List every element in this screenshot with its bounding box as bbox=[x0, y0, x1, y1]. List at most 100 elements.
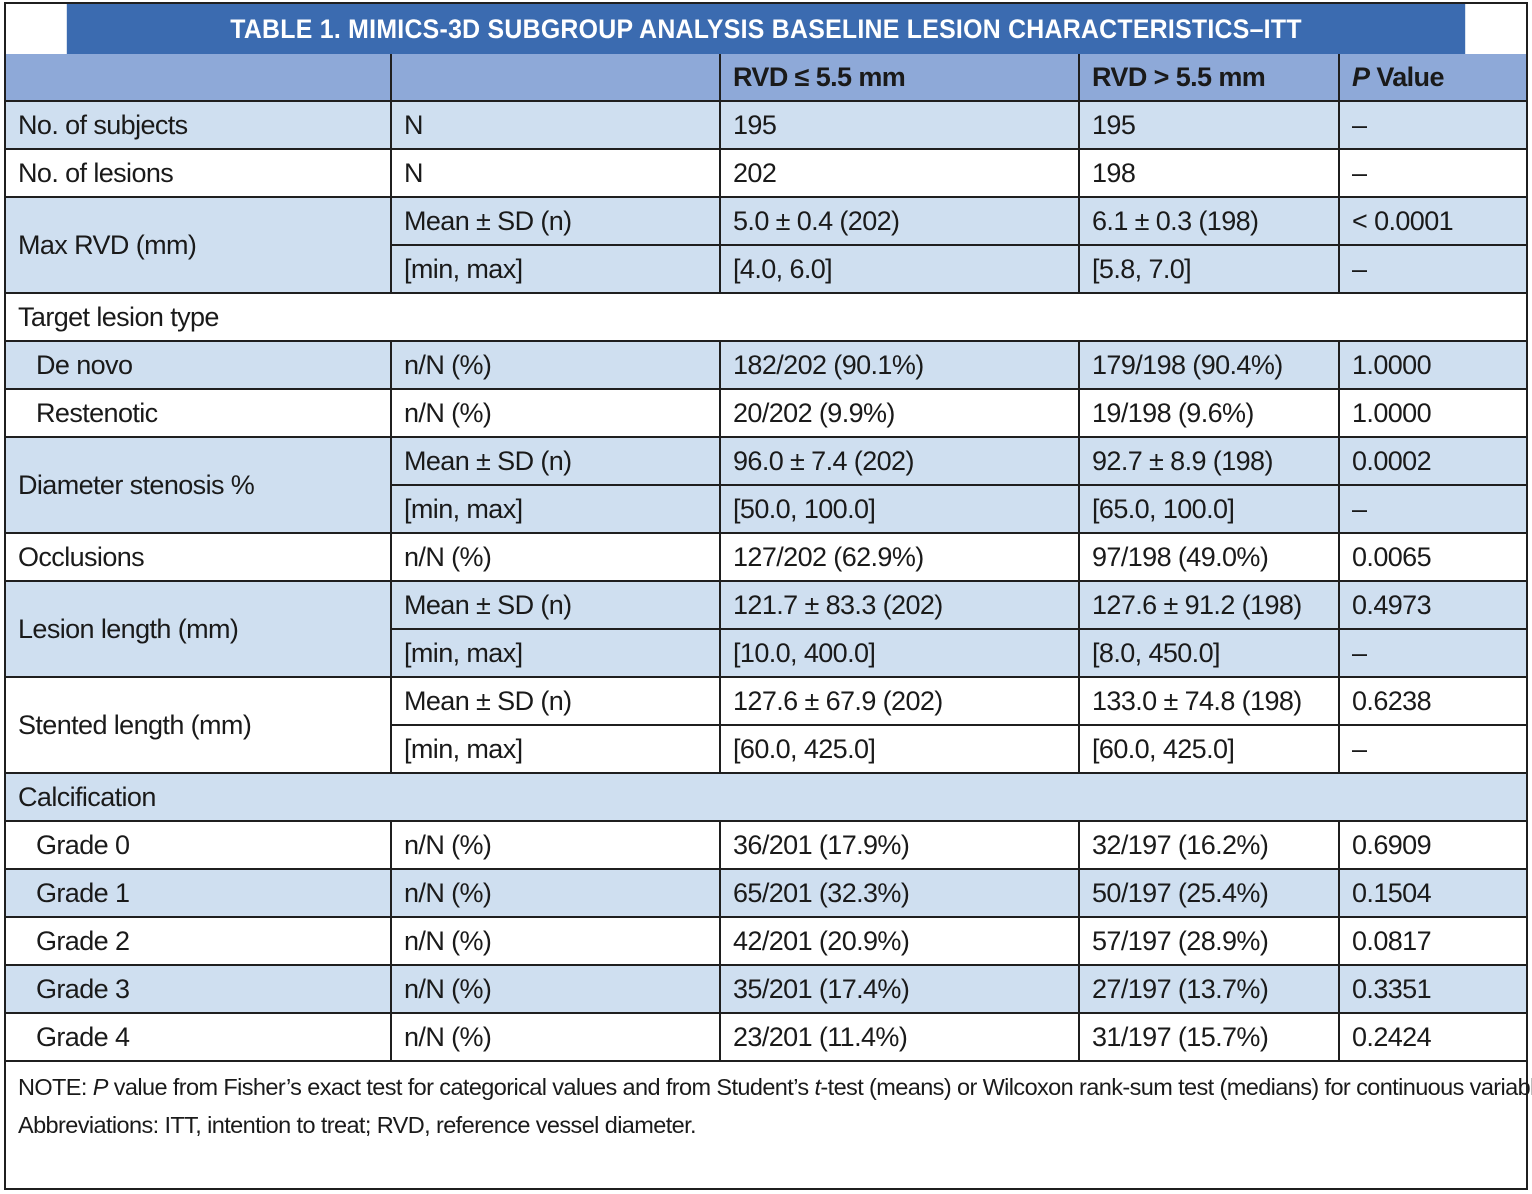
row-stat: n/N (%) bbox=[390, 532, 721, 582]
row-label: Grade 4 bbox=[6, 1012, 392, 1062]
row-p: – bbox=[1338, 484, 1526, 534]
row-label: No. of lesions bbox=[6, 148, 392, 198]
row-stat: n/N (%) bbox=[390, 820, 721, 870]
row-p: 1.0000 bbox=[1338, 340, 1526, 390]
row-label: Grade 2 bbox=[6, 916, 392, 966]
table-row: Occlusions n/N (%) 127/202 (62.9%) 97/19… bbox=[6, 532, 1526, 582]
row-value-a: 36/201 (17.9%) bbox=[719, 820, 1080, 870]
table-row: Diameter stenosis % Mean ± SD (n) 96.0 ±… bbox=[6, 436, 1526, 534]
row-label: Diameter stenosis % bbox=[6, 436, 392, 534]
row-p: 0.1504 bbox=[1338, 868, 1526, 918]
row-value-b: 32/197 (16.2%) bbox=[1078, 820, 1340, 870]
row-value-a: 5.0 ± 0.4 (202) bbox=[719, 196, 1080, 246]
table-row: Grade 1 n/N (%) 65/201 (32.3%) 50/197 (2… bbox=[6, 868, 1526, 918]
row-value-b: [8.0, 450.0] bbox=[1078, 628, 1340, 678]
row-value-a: [4.0, 6.0] bbox=[719, 244, 1080, 294]
table-row: [min, max] [4.0, 6.0] [5.8, 7.0] – bbox=[6, 244, 1526, 294]
table-row: Lesion length (mm) Mean ± SD (n) 121.7 ±… bbox=[6, 580, 1526, 678]
table-container: TABLE 1. MIMICS-3D SUBGROUP ANALYSIS BAS… bbox=[4, 2, 1532, 1190]
row-stat: Mean ± SD (n) bbox=[390, 436, 721, 486]
row-p: 0.0065 bbox=[1338, 532, 1526, 582]
row-stat: Mean ± SD (n) bbox=[390, 676, 721, 726]
row-stat: N bbox=[390, 148, 721, 198]
row-value-a: [60.0, 425.0] bbox=[719, 724, 1080, 774]
table-row: Grade 0 n/N (%) 36/201 (17.9%) 32/197 (1… bbox=[6, 820, 1526, 870]
row-p: < 0.0001 bbox=[1338, 196, 1526, 246]
row-value-a: 23/201 (11.4%) bbox=[719, 1012, 1080, 1062]
row-label: Stented length (mm) bbox=[6, 676, 392, 774]
table-row: [min, max] [10.0, 400.0] [8.0, 450.0] – bbox=[6, 628, 1526, 678]
row-stat: n/N (%) bbox=[390, 868, 721, 918]
table-row: [min, max] [60.0, 425.0] [60.0, 425.0] – bbox=[6, 724, 1526, 774]
section-row: Calcification bbox=[6, 772, 1526, 822]
row-p: 1.0000 bbox=[1338, 388, 1526, 438]
row-value-a: 42/201 (20.9%) bbox=[719, 916, 1080, 966]
row-p: – bbox=[1338, 724, 1526, 774]
section-label: Target lesion type bbox=[6, 292, 1526, 342]
row-label: No. of subjects bbox=[6, 101, 392, 150]
row-stat: Mean ± SD (n) bbox=[390, 580, 721, 630]
row-stat: n/N (%) bbox=[390, 916, 721, 966]
row-label: Grade 0 bbox=[6, 820, 392, 870]
row-value-b: 92.7 ± 8.9 (198) bbox=[1078, 436, 1340, 486]
section-row: Target lesion type bbox=[6, 292, 1526, 342]
row-value-b: 50/197 (25.4%) bbox=[1078, 868, 1340, 918]
row-stat: Mean ± SD (n) bbox=[390, 196, 721, 246]
footnote-note: NOTE: P value from Fisher’s exact test f… bbox=[18, 1074, 1532, 1100]
row-value-b: [65.0, 100.0] bbox=[1078, 484, 1340, 534]
row-value-a: 195 bbox=[719, 101, 1080, 150]
row-stat: N bbox=[390, 101, 721, 150]
row-value-a: 182/202 (90.1%) bbox=[719, 340, 1080, 390]
lesion-characteristics-table: RVD ≤ 5.5 mm RVD > 5.5 mm P Value No. of… bbox=[6, 54, 1526, 1062]
row-p: – bbox=[1338, 628, 1526, 678]
row-p: 0.2424 bbox=[1338, 1012, 1526, 1062]
row-p: 0.0817 bbox=[1338, 916, 1526, 966]
row-label: Lesion length (mm) bbox=[6, 580, 392, 678]
table-row: Grade 4 n/N (%) 23/201 (11.4%) 31/197 (1… bbox=[6, 1012, 1526, 1062]
row-stat: n/N (%) bbox=[390, 1012, 721, 1062]
row-label: De novo bbox=[6, 340, 392, 390]
row-value-b: 195 bbox=[1078, 101, 1340, 150]
row-p: – bbox=[1338, 148, 1526, 198]
row-value-a: 20/202 (9.9%) bbox=[719, 388, 1080, 438]
row-value-b: 179/198 (90.4%) bbox=[1078, 340, 1340, 390]
table-footnote: NOTE: P value from Fisher’s exact test f… bbox=[6, 1062, 1532, 1144]
row-label: Grade 3 bbox=[6, 964, 392, 1014]
row-value-a: 96.0 ± 7.4 (202) bbox=[719, 436, 1080, 486]
header-rvd-small: RVD ≤ 5.5 mm bbox=[719, 54, 1080, 102]
table-row: No. of subjects N 195 195 – bbox=[6, 101, 1526, 150]
table-row: De novo n/N (%) 182/202 (90.1%) 179/198 … bbox=[6, 340, 1526, 390]
row-stat: [min, max] bbox=[391, 628, 721, 678]
row-p: 0.6238 bbox=[1338, 676, 1526, 726]
table-row: Max RVD (mm) Mean ± SD (n) 5.0 ± 0.4 (20… bbox=[6, 196, 1526, 294]
row-label: Restenotic bbox=[6, 388, 392, 438]
row-p: 0.4973 bbox=[1338, 580, 1526, 630]
row-value-b: [60.0, 425.0] bbox=[1078, 724, 1340, 774]
row-stat: n/N (%) bbox=[390, 388, 721, 438]
footnote-abbreviations: Abbreviations: ITT, intention to treat; … bbox=[18, 1112, 697, 1138]
row-p: 0.0002 bbox=[1338, 436, 1526, 486]
row-value-b: 6.1 ± 0.3 (198) bbox=[1078, 196, 1340, 246]
row-value-a: 35/201 (17.4%) bbox=[719, 964, 1080, 1014]
row-stat: [min, max] bbox=[391, 244, 721, 294]
row-p: – bbox=[1338, 244, 1526, 294]
row-stat: n/N (%) bbox=[390, 340, 721, 390]
row-value-b: 133.0 ± 74.8 (198) bbox=[1078, 676, 1340, 726]
header-p-value: P Value bbox=[1338, 54, 1526, 102]
row-value-b: 127.6 ± 91.2 (198) bbox=[1078, 580, 1340, 630]
row-value-a: 121.7 ± 83.3 (202) bbox=[719, 580, 1080, 630]
row-value-b: 19/198 (9.6%) bbox=[1078, 388, 1340, 438]
row-value-a: [10.0, 400.0] bbox=[719, 628, 1080, 678]
row-stat: [min, max] bbox=[391, 484, 721, 534]
header-rvd-large: RVD > 5.5 mm bbox=[1078, 54, 1340, 102]
row-value-a: 65/201 (32.3%) bbox=[719, 868, 1080, 918]
row-value-a: 202 bbox=[719, 148, 1080, 198]
row-value-a: 127.6 ± 67.9 (202) bbox=[719, 676, 1080, 726]
header-row: RVD ≤ 5.5 mm RVD > 5.5 mm P Value bbox=[6, 54, 1526, 102]
header-characteristic bbox=[6, 54, 392, 102]
section-label: Calcification bbox=[6, 772, 1526, 822]
row-value-b: 57/197 (28.9%) bbox=[1078, 916, 1340, 966]
table-row: Grade 3 n/N (%) 35/201 (17.4%) 27/197 (1… bbox=[6, 964, 1526, 1014]
row-value-b: 31/197 (15.7%) bbox=[1078, 1012, 1340, 1062]
row-value-b: 198 bbox=[1078, 148, 1340, 198]
